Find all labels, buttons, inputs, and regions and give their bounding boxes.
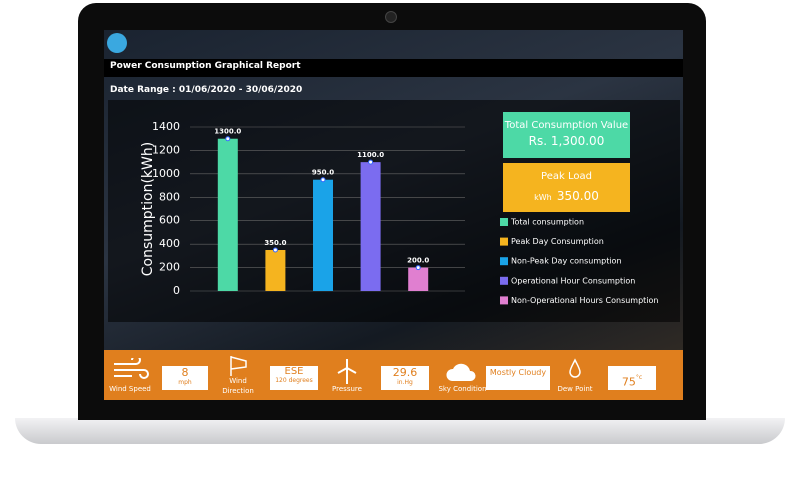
dew-point-label: Dew Point: [557, 385, 593, 393]
pressure-unit: in.Hg: [397, 379, 413, 386]
total-card: Total Consumption Value Rs. 1,300.00: [503, 112, 630, 158]
dew-point-value: 75: [621, 375, 636, 389]
turbine-icon: [337, 359, 357, 384]
wind-icon: [114, 358, 149, 379]
y-tick-label: 1200: [152, 143, 180, 156]
peak-unit: kWh: [534, 193, 552, 202]
sky-value: Mostly Cloudy: [489, 368, 547, 377]
bar: [360, 162, 381, 291]
date-range: Date Range : 01/06/2020 - 30/06/2020: [110, 85, 303, 95]
total-label: Total Consumption Value: [504, 120, 629, 131]
legend-label: Total consumption: [510, 218, 584, 227]
wind-speed-value: 8: [181, 366, 189, 379]
camera: [385, 11, 397, 23]
sky-box: Mostly Cloudy: [486, 366, 550, 390]
value-label: 1300.0: [214, 128, 241, 136]
bar: [408, 267, 429, 291]
wind-speed-unit: mph: [178, 379, 192, 386]
legend-swatch: [500, 218, 508, 226]
peak-row: kWh 350.00: [503, 185, 630, 204]
pressure-value: 29.6: [392, 366, 418, 379]
bar: [313, 179, 333, 291]
legend-label: Operational Hour Consumption: [511, 276, 635, 285]
bar-marker: [415, 265, 421, 271]
y-tick-label: 800: [159, 190, 180, 203]
y-tick-label: 0: [173, 284, 180, 297]
y-tick-label: 600: [159, 214, 180, 227]
filter-button[interactable]: [107, 33, 127, 53]
y-tick-label: 400: [159, 237, 180, 250]
title-bar: [104, 59, 683, 77]
bar-marker: [272, 247, 278, 253]
cloud-icon: [446, 363, 476, 381]
peak-value: 350.00: [556, 189, 599, 203]
peak-label: Peak Load: [541, 171, 592, 182]
wind-direction-detail: 120 degrees: [275, 377, 313, 384]
windsock-icon: [230, 356, 247, 376]
y-axis-title: Consumption(kWh): [140, 142, 156, 276]
dew-point-box: 75°c: [608, 366, 656, 390]
legend-label: Non-Operational Hours Consumption: [511, 296, 659, 305]
laptop-base: [15, 418, 785, 444]
bar-marker: [368, 159, 374, 165]
y-tick-label: 1400: [152, 120, 180, 133]
y-tick-label: 1000: [152, 167, 180, 180]
value-label: 200.0: [407, 257, 429, 265]
bar: [217, 138, 238, 291]
legend-swatch: [500, 237, 508, 246]
report-title: Power Consumption Graphical Report: [110, 61, 301, 71]
legend-swatch: [500, 296, 508, 305]
total-value: Rs. 1,300.00: [528, 134, 605, 148]
pressure-box: 29.6 in.Hg: [381, 366, 429, 390]
y-tick-label: 200: [159, 261, 180, 274]
pressure-label: Pressure: [332, 385, 362, 393]
dew-point-unit: °c: [635, 374, 643, 381]
peak-card: Peak Load kWh 350.00: [503, 163, 630, 212]
drop-icon: [569, 358, 581, 378]
value-label: 350.0: [264, 239, 286, 247]
value-label: 950.0: [312, 169, 334, 177]
legend-label: Peak Day Consumption: [511, 237, 604, 246]
bar-marker: [320, 177, 326, 183]
bar-marker: [225, 136, 231, 142]
wind-speed-box: 8 mph: [162, 366, 208, 390]
wind-direction-box: ESE 120 degrees: [270, 366, 318, 390]
bar: [265, 250, 286, 291]
sky-label: Sky Condition: [438, 385, 487, 393]
value-label: 1100.0: [357, 151, 384, 159]
wind-direction-value: ESE: [284, 366, 304, 377]
legend-swatch: [500, 276, 508, 285]
wind-speed-label: Wind Speed: [109, 385, 151, 393]
wind-direction-label: Wind Direction: [222, 377, 254, 395]
legend-swatch: [500, 257, 508, 266]
legend-label: Non-Peak Day consumption: [511, 257, 622, 266]
screen: Power Consumption Graphical Report Date …: [104, 30, 683, 400]
